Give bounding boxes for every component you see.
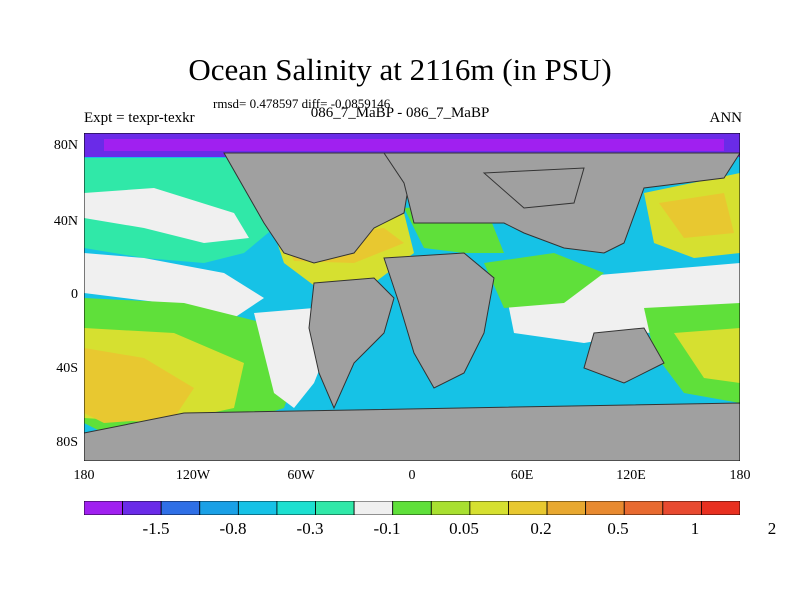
indian-green: [484, 253, 604, 308]
colorbar-label: -1.5: [142, 519, 170, 538]
lat-label-40n: 40N: [53, 214, 78, 229]
colorbar-swatch: [546, 501, 587, 515]
season-label: ANN: [709, 110, 743, 126]
antarctica: [84, 402, 740, 461]
lon-label-60w: 60W: [287, 468, 315, 483]
arctic-core: [104, 139, 724, 151]
lat-label-80n: 80N: [53, 138, 78, 153]
colorbar-swatch: [623, 501, 664, 515]
colorbar-swatch: [469, 501, 509, 515]
colorbar-swatch: [508, 501, 548, 515]
colorbar-swatch: [662, 501, 702, 515]
colorbar-swatch: [430, 501, 471, 515]
colorbar-label: 0.2: [530, 519, 552, 538]
colorbar-swatch: [122, 501, 162, 515]
colorbar-swatch: [199, 501, 239, 515]
experiment-label: Expt = texpr-texkr: [84, 110, 195, 126]
colorbar-label: -0.3: [296, 519, 324, 538]
colorbar-swatch: [392, 501, 432, 515]
north-pacific-fresh: [84, 188, 249, 243]
subtitle: 086_7_MaBP - 086_7_MaBP: [310, 105, 490, 121]
inner-asia: [482, 167, 585, 209]
colorbar-swatch: [315, 501, 355, 515]
colorbar-swatch: [585, 501, 625, 515]
lon-label-0: 0: [408, 468, 416, 483]
africa: [383, 252, 495, 389]
australia: [583, 327, 665, 384]
colorbar-label: 0.5: [607, 519, 629, 538]
lon-label-180e: 180: [729, 468, 751, 483]
colorbar-label: 1: [690, 519, 700, 538]
lat-label-80s: 80S: [56, 435, 78, 450]
lon-label-60e: 60E: [510, 468, 534, 483]
colorbar-swatch: [701, 501, 740, 515]
colorbar-label: -0.1: [373, 519, 401, 538]
salinity-map: [84, 133, 740, 461]
lon-label-120e: 120E: [616, 468, 646, 483]
colorbar-label: 2: [767, 519, 777, 538]
lat-label-0: 0: [71, 287, 78, 302]
lon-label-180w: 180: [73, 468, 95, 483]
map-title: Ocean Salinity at 2116m (in PSU): [188, 52, 612, 87]
colorbar-swatch: [237, 501, 278, 515]
colorbar-label: 0.05: [449, 519, 479, 538]
northwest-pacific-orange: [659, 193, 734, 238]
colorbar-swatch: [160, 501, 201, 515]
colorbar-swatch: [276, 501, 316, 515]
colorbar-label: -0.8: [219, 519, 247, 538]
stats-text: rmsd= 0.478597 diff= -0.0859146: [213, 96, 391, 111]
colorbar-swatch: [84, 501, 123, 515]
tropical-band: [84, 253, 264, 318]
south-america: [308, 277, 395, 410]
colorbar: [84, 501, 740, 515]
land-layer: [84, 152, 740, 461]
south-pacific-orange: [84, 348, 194, 423]
colorbar-swatch: [353, 501, 394, 515]
lon-label-120w: 120W: [175, 468, 211, 483]
lat-label-40s: 40S: [56, 361, 78, 376]
southwest-pacific-yellow: [674, 328, 740, 383]
